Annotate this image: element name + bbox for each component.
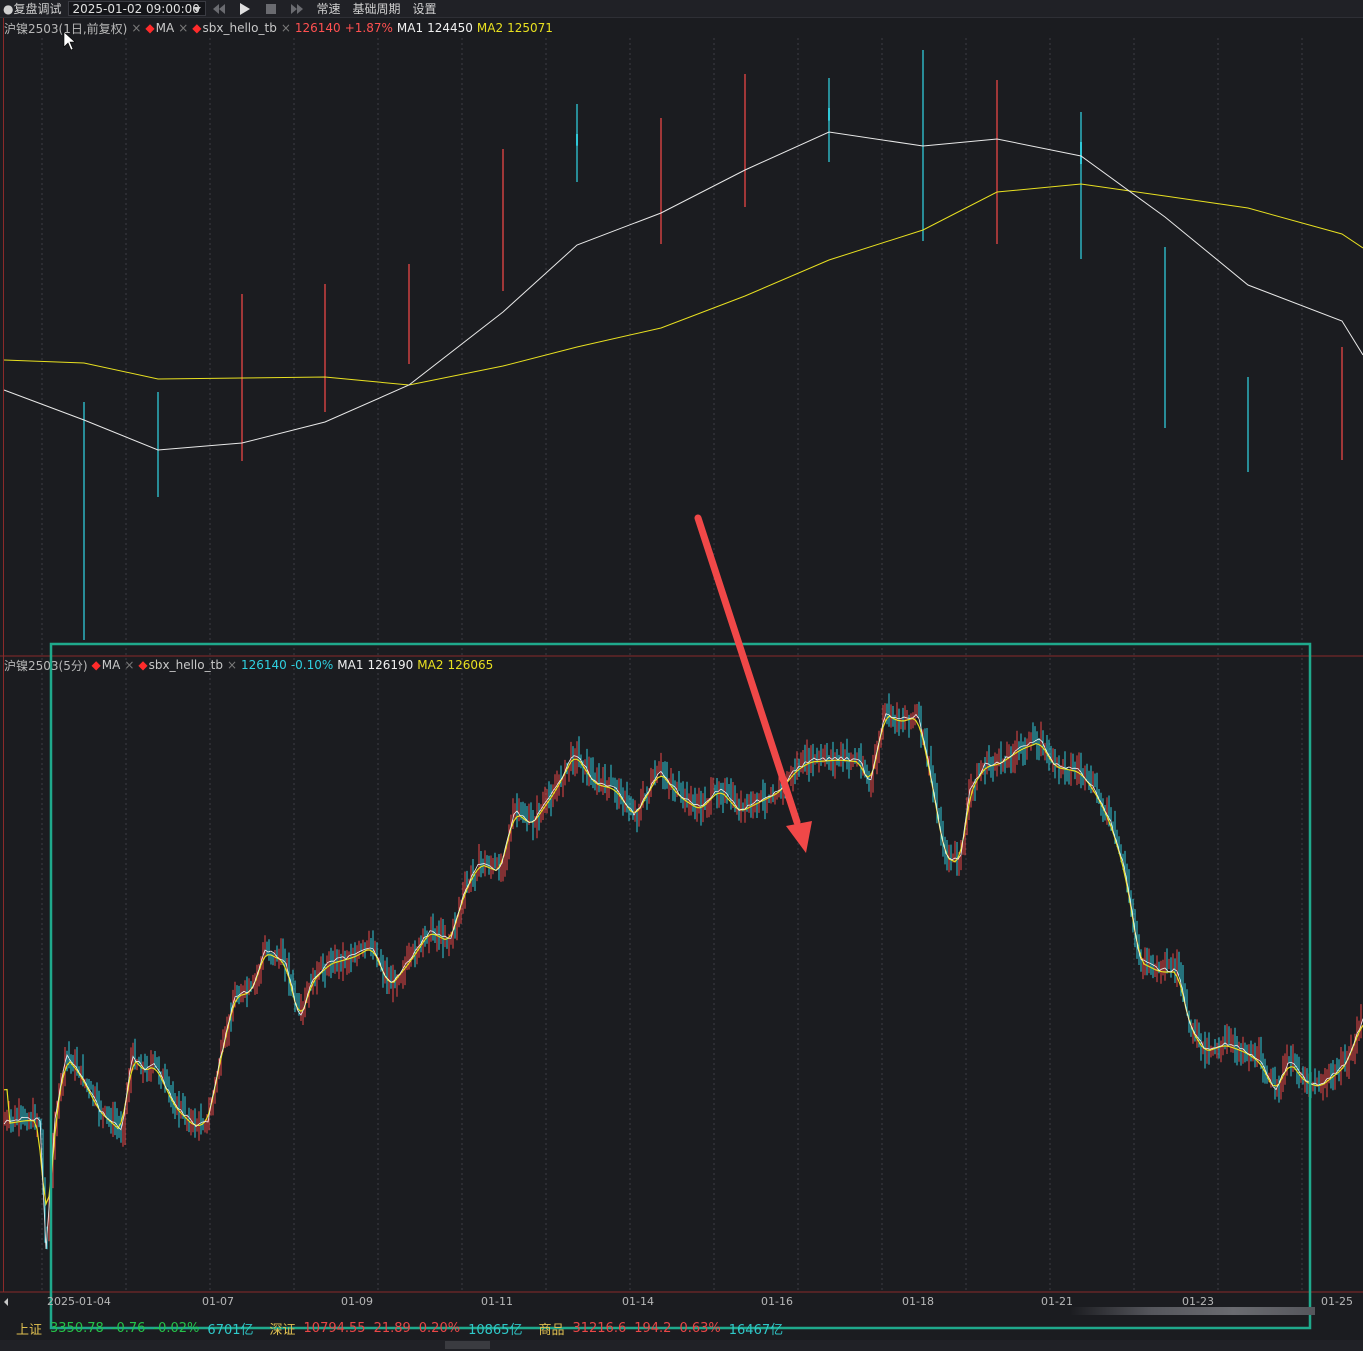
x-axis-label: 01-23 (1182, 1295, 1214, 1308)
commodity-index-pct: 0.63% (679, 1320, 721, 1336)
sz-index-label[interactable]: 深证 (269, 1322, 296, 1338)
sh-index-change: -0.76 (111, 1320, 146, 1336)
ma1-label: MA1 (337, 658, 364, 672)
settings-menu[interactable]: 设置 (412, 2, 437, 16)
daily-panel-title[interactable]: 沪镍2503(1日,前复权) (4, 21, 128, 36)
x-axis-label: 01-16 (761, 1295, 793, 1308)
daily-candle-body (1080, 142, 1082, 165)
diamond-icon: ◆ (145, 21, 155, 35)
highlight-box (49, 642, 1312, 1330)
replay-toolbar: ●复盘调试 2025-01-02 09:00:00 常速 基础周期 设置 (0, 0, 1363, 18)
diamond-icon: ◆ (91, 658, 101, 672)
x-axis-label: 01-14 (622, 1295, 654, 1308)
x-axis-label: 2025-01-04 (47, 1295, 111, 1308)
base-period-menu[interactable]: 基础周期 (352, 2, 401, 16)
diamond-icon: ◆ (192, 21, 202, 35)
replay-datetime-select[interactable]: 2025-01-02 09:00:00 (68, 1, 207, 16)
minute-candles (4, 693, 1362, 1250)
play-icon (240, 2, 251, 15)
sz-index-pct: 0.20% (418, 1320, 461, 1336)
bottom-scrollbar[interactable] (0, 1340, 1363, 1351)
ma1-label: MA1 (396, 21, 424, 35)
step-forward-icon (291, 3, 304, 14)
daily-candle-body (828, 108, 830, 121)
daily-candles (83, 50, 1343, 640)
daily-candle-body (576, 134, 578, 146)
indicator-custom-label[interactable]: sbx_hello_tb (202, 21, 277, 35)
time-scrollbar[interactable] (1070, 1307, 1315, 1315)
replay-debug-label[interactable]: ●复盘调试 (3, 2, 62, 16)
close-icon[interactable]: × (131, 21, 142, 35)
ma1-value: 124450 (427, 21, 473, 35)
minute-change: -0.10% (290, 658, 334, 672)
speed-menu[interactable]: 常速 (316, 2, 341, 16)
sz-index-change: 21.89 (373, 1320, 411, 1336)
replay-datetime-value: 2025-01-02 09:00:00 (72, 1, 200, 16)
ma2-label: MA2 (417, 658, 444, 672)
sh-index-label[interactable]: 上证 (16, 1322, 43, 1338)
close-icon[interactable]: × (280, 21, 291, 35)
close-icon[interactable]: × (226, 658, 237, 672)
stop-icon (266, 3, 277, 14)
market-status-bar: 上证 3350.78 -0.76 -0.02% 6701亿 深证 10794.5… (0, 1318, 1363, 1338)
daily-change: +1.87% (344, 21, 393, 35)
daily-price: 126140 (294, 21, 341, 35)
ma1-value: 126190 (367, 658, 414, 672)
sh-index-value: 3350.78 (50, 1320, 104, 1336)
vertical-grid (41, 38, 1303, 1290)
indicator-ma-label[interactable]: MA (155, 21, 175, 35)
step-back-icon (213, 3, 226, 14)
diamond-icon: ◆ (138, 658, 148, 672)
ma2-label: MA2 (476, 21, 504, 35)
minute-price: 126140 (241, 658, 287, 672)
commodity-index-value: 31216.6 (572, 1320, 627, 1336)
chevron-down-icon (193, 7, 202, 12)
close-icon[interactable]: × (178, 21, 189, 35)
x-axis-label: 01-25 (1321, 1295, 1353, 1308)
minute-panel-title[interactable]: 沪镍2503(5分) (4, 658, 88, 673)
x-axis-label: 01-11 (481, 1295, 513, 1308)
scroll-left-icon (4, 1298, 8, 1306)
mouse-cursor-icon (63, 31, 76, 51)
sh-index-pct: -0.02% (153, 1320, 200, 1336)
daily-ma2-line (3, 183, 1363, 386)
ma2-value: 126065 (447, 658, 494, 672)
annotation-arrow (694, 514, 812, 853)
daily-ma1-line (3, 131, 1363, 451)
x-axis-label: 01-18 (902, 1295, 934, 1308)
ma2-value: 125071 (507, 21, 553, 35)
sz-index-value: 10794.55 (303, 1320, 366, 1336)
play-button[interactable] (232, 1, 258, 16)
minute-panel-legend: 沪镍2503(5分) ◆ MA × ◆ sbx_hello_tb × 12614… (4, 657, 497, 673)
daily-panel-legend: 沪镍2503(1日,前复权) × ◆ MA × ◆ sbx_hello_tb ×… (4, 20, 557, 36)
step-back-button[interactable] (206, 1, 232, 16)
stop-button[interactable] (258, 1, 284, 16)
step-forward-button[interactable] (284, 1, 310, 16)
commodity-index-change: 194.2 (634, 1320, 672, 1336)
close-icon[interactable]: × (124, 658, 135, 672)
minute-ma1-line (3, 713, 1363, 1250)
bottom-scrollbar-thumb[interactable] (445, 1341, 490, 1349)
sz-index-amount: 10865亿 (468, 1322, 523, 1338)
indicator-ma-label[interactable]: MA (101, 658, 121, 672)
sh-index-amount: 6701亿 (207, 1322, 254, 1338)
x-axis-label: 01-07 (202, 1295, 234, 1308)
x-axis-label: 01-09 (341, 1295, 373, 1308)
commodity-index-amount: 16467亿 (728, 1322, 784, 1338)
indicator-custom-label[interactable]: sbx_hello_tb (148, 658, 223, 672)
commodity-index-label[interactable]: 商品 (538, 1322, 565, 1338)
x-axis-label: 01-21 (1041, 1295, 1073, 1308)
